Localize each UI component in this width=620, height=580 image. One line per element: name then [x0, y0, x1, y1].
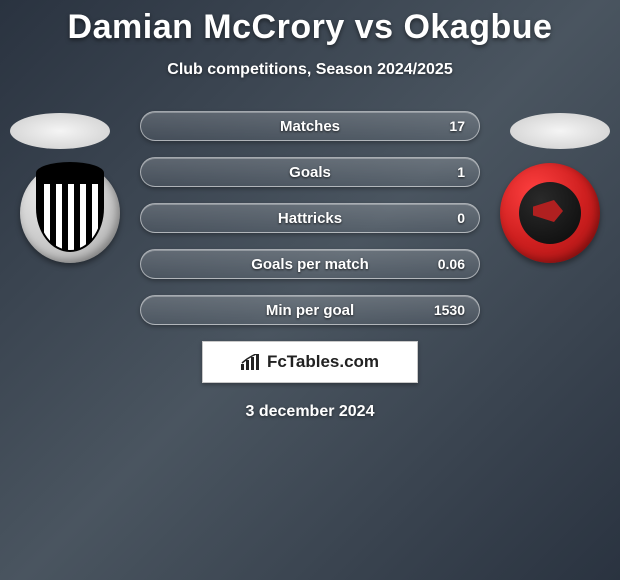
stat-label: Matches — [280, 118, 340, 135]
brand-attribution: FcTables.com — [202, 341, 418, 383]
brand-text: FcTables.com — [267, 352, 379, 372]
walsall-crest-icon — [519, 182, 581, 244]
stat-label: Min per goal — [266, 302, 354, 319]
stat-right: 1530 — [434, 302, 465, 318]
stat-right: 0.06 — [438, 256, 465, 272]
stat-row-min-per-goal: Min per goal 1530 — [140, 295, 480, 325]
stat-label: Goals — [289, 164, 331, 181]
stat-right: 17 — [449, 118, 465, 134]
stat-row-goals-per-match: Goals per match 0.06 — [140, 249, 480, 279]
player-photo-left — [10, 113, 110, 149]
stats-list: Matches 17 Goals 1 Hattricks 0 Goals per… — [140, 111, 480, 325]
page-title: Damian McCrory vs Okagbue — [0, 0, 620, 47]
date-label: 3 december 2024 — [0, 403, 620, 421]
comparison-area: Matches 17 Goals 1 Hattricks 0 Goals per… — [0, 111, 620, 421]
bar-chart-icon — [241, 354, 261, 370]
stat-right: 0 — [457, 210, 465, 226]
subtitle: Club competitions, Season 2024/2025 — [0, 61, 620, 79]
stat-row-goals: Goals 1 — [140, 157, 480, 187]
stat-label: Hattricks — [278, 210, 342, 227]
notts-county-crest-icon — [36, 174, 104, 252]
stat-right: 1 — [457, 164, 465, 180]
stat-row-matches: Matches 17 — [140, 111, 480, 141]
club-badge-left — [20, 163, 120, 263]
stat-label: Goals per match — [251, 256, 369, 273]
stat-row-hattricks: Hattricks 0 — [140, 203, 480, 233]
player-photo-right — [510, 113, 610, 149]
club-badge-right — [500, 163, 600, 263]
